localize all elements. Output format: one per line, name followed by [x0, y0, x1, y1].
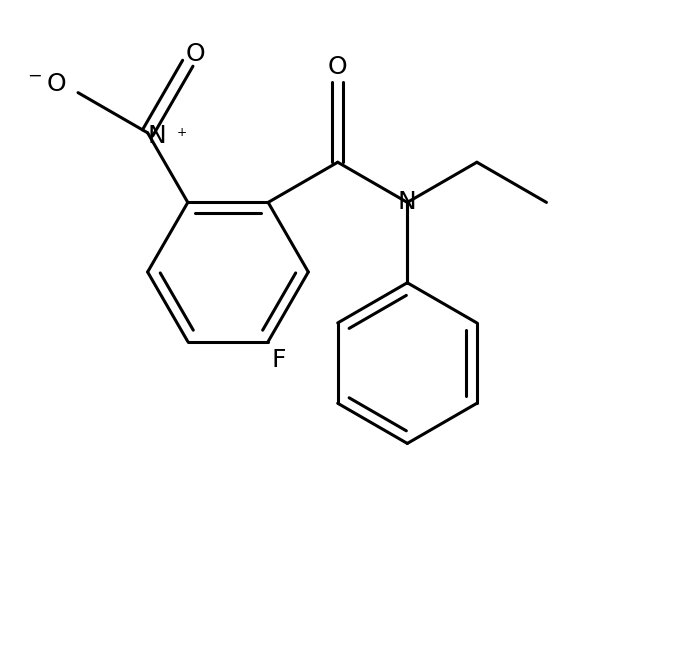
- Text: N: N: [147, 124, 166, 148]
- Text: F: F: [271, 347, 286, 371]
- Text: O: O: [328, 55, 348, 79]
- Text: $^-$O: $^-$O: [24, 72, 67, 95]
- Text: O: O: [186, 42, 205, 66]
- Text: $^+$: $^+$: [174, 127, 188, 145]
- Text: N: N: [398, 190, 416, 214]
